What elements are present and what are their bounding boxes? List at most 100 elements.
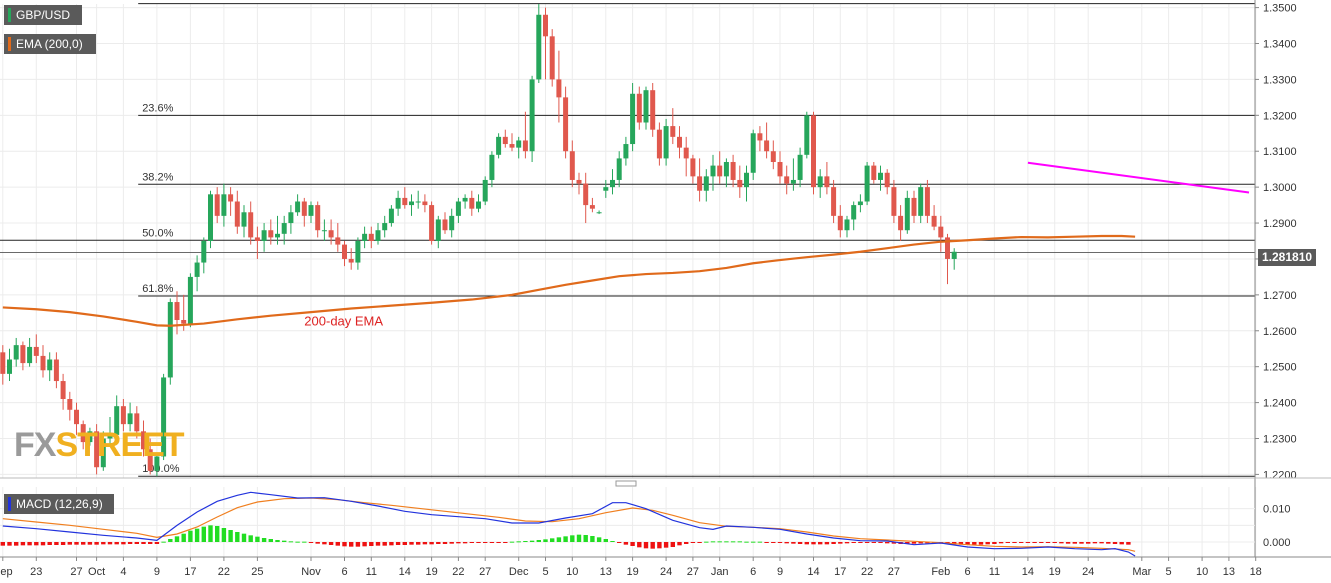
macd-histogram-bar: [54, 542, 59, 545]
candle-body: [904, 197, 910, 231]
candle-body: [945, 237, 950, 259]
macd-histogram-bar: [771, 542, 776, 543]
macd-histogram-bar: [1032, 542, 1037, 543]
x-tick-label: 25: [251, 566, 263, 578]
macd-histogram-bar: [7, 542, 12, 546]
x-tick-label: 27: [70, 566, 82, 578]
ema200-line: [2, 234, 1136, 327]
macd-histogram-bar: [764, 542, 769, 543]
x-tick-label: 11: [366, 566, 377, 578]
y-tick-label: 1.2400: [1263, 398, 1297, 410]
candle-body: [482, 179, 488, 202]
candle-body: [201, 241, 207, 263]
y-tick-label: 1.3000: [1263, 182, 1297, 194]
x-tick-label: 6: [750, 566, 756, 578]
macd-histogram-bar: [20, 542, 26, 546]
candle-body: [402, 197, 408, 206]
macd-histogram-bar: [570, 535, 575, 542]
candle-body: [87, 431, 93, 443]
candle-body: [321, 230, 327, 232]
candle-body: [489, 154, 495, 180]
macd-histogram-bar: [483, 542, 488, 543]
candle-body: [248, 212, 254, 238]
x-tick-label: 14: [399, 566, 411, 578]
macd-histogram-bar: [831, 542, 836, 544]
x-tick-label: 5: [1166, 566, 1172, 578]
candle-body: [194, 262, 200, 277]
candle-body: [261, 230, 267, 241]
macd-histogram-bar: [422, 542, 428, 545]
y-tick-label: 1.2300: [1263, 434, 1297, 446]
candle-body: [422, 201, 428, 206]
candle-body: [388, 208, 394, 224]
x-tick-label: Mar: [1132, 566, 1151, 578]
macd-histogram-bar: [114, 542, 119, 545]
candle-body: [60, 381, 66, 399]
candle-body: [522, 140, 528, 152]
candle-body: [13, 345, 19, 360]
price-plot-area: [0, 4, 1255, 478]
macd-histogram-bar: [925, 542, 930, 544]
x-tick-label: 13: [1223, 566, 1235, 578]
macd-histogram-bar: [1025, 542, 1031, 543]
macd-histogram-bar: [416, 542, 421, 545]
candle-body: [703, 176, 709, 191]
candle-body: [824, 176, 830, 188]
macd-histogram-bar: [590, 536, 595, 542]
macd-histogram-bar: [1072, 542, 1077, 544]
macd-histogram-bar: [261, 538, 267, 542]
macd-histogram-bar: [670, 542, 675, 547]
candle-body: [0, 352, 6, 374]
macd-histogram-bar: [529, 540, 535, 542]
y-tick-label: 1.2500: [1263, 362, 1297, 374]
macd-histogram-bar: [556, 537, 562, 542]
candle-body: [335, 237, 341, 245]
macd-histogram-bar: [275, 540, 280, 542]
ema-legend: EMA (200,0): [4, 34, 96, 54]
macd-histogram-bar: [824, 542, 830, 545]
macd-histogram-bar: [818, 542, 823, 545]
macd-histogram-bar: [442, 542, 448, 544]
y-tick-label: 1.3500: [1263, 3, 1297, 15]
candle-body: [208, 194, 213, 241]
macd-histogram-bar: [362, 542, 367, 547]
candle-body: [241, 212, 247, 227]
macd-histogram-bar: [34, 542, 39, 546]
ema-annotation: 200-day EMA: [304, 313, 383, 328]
macd-histogram-bar: [469, 542, 474, 543]
candle-body: [790, 179, 796, 184]
macd-histogram-bar: [885, 542, 890, 544]
macd-histogram-bar: [677, 542, 682, 546]
macd-histogram-bar: [395, 542, 401, 545]
candle-body: [589, 205, 595, 209]
candle-body: [817, 176, 823, 188]
fib-level-label: 23.6%: [142, 102, 173, 114]
x-tick-label: 11: [989, 566, 1000, 578]
current-price-value: 1.281810: [1262, 250, 1313, 264]
macd-histogram-bar: [328, 542, 334, 545]
macd-histogram-bar: [1106, 542, 1111, 544]
candle-body: [898, 215, 904, 231]
macd-histogram-bar: [127, 542, 133, 544]
macd-histogram-bar: [563, 536, 568, 542]
x-tick-label: 27: [687, 566, 699, 578]
candle-body: [382, 223, 388, 231]
candle-body: [141, 431, 146, 450]
x-tick-label: 17: [834, 566, 846, 578]
macd-histogram-bar: [1112, 542, 1118, 544]
candle-body: [697, 176, 703, 191]
candle-body: [181, 320, 187, 324]
x-tick-label: 19: [1049, 566, 1061, 578]
macd-histogram-bar: [1012, 542, 1017, 543]
candle-body: [107, 434, 113, 439]
x-tick-label: 18: [1250, 566, 1262, 578]
candle-body: [938, 226, 944, 238]
y-tick-label: 1.2600: [1263, 326, 1297, 338]
candle-body: [730, 162, 736, 180]
x-tick-label: 19: [626, 566, 638, 578]
macd-histogram-bar: [40, 542, 46, 546]
candle-body: [228, 194, 234, 202]
macd-histogram-bar: [322, 542, 327, 545]
candle-body: [583, 183, 589, 206]
candle-body: [630, 93, 636, 145]
